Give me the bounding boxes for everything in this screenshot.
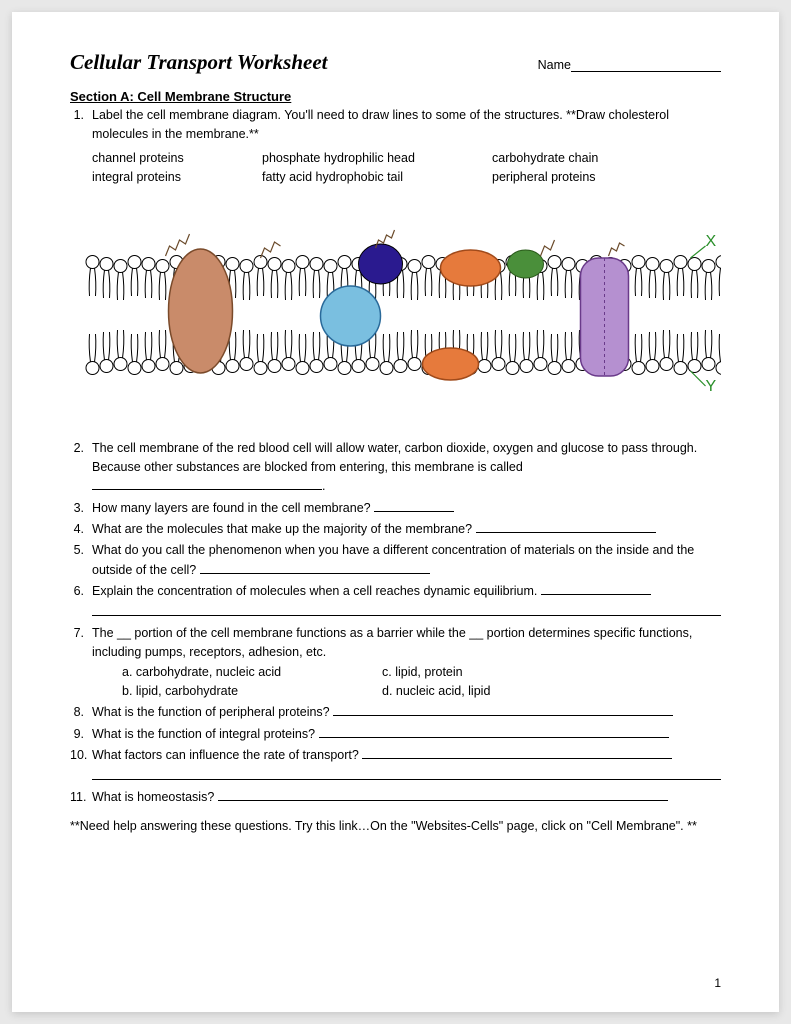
term-grid: channel proteins phosphate hydrophilic h… [92, 149, 721, 188]
q2-text: The cell membrane of the red blood cell … [92, 441, 697, 474]
q7-text: The __ portion of the cell membrane func… [92, 626, 692, 659]
term: integral proteins [92, 168, 262, 187]
term: peripheral proteins [492, 168, 721, 187]
blank[interactable] [92, 489, 322, 490]
blank[interactable] [92, 602, 721, 616]
question-4: 4. What are the molecules that make up t… [70, 520, 721, 539]
term: carbohydrate chain [492, 149, 721, 168]
membrane-diagram: X Y [70, 216, 721, 406]
choice-c: c. lipid, protein [382, 663, 721, 682]
question-10: 10. What factors can influence the rate … [70, 746, 721, 786]
q2-tail: . [322, 479, 325, 493]
q-num: 6. [70, 582, 92, 622]
choice-b: b. lipid, carbohydrate [122, 682, 382, 701]
q-num: 2. [70, 439, 92, 497]
worksheet-page: Cellular Transport Worksheet Name Sectio… [12, 12, 779, 1012]
q4-text: What are the molecules that make up the … [92, 522, 476, 536]
q3-text: How many layers are found in the cell me… [92, 501, 374, 515]
blank[interactable] [362, 758, 672, 759]
term: phosphate hydrophilic head [262, 149, 492, 168]
name-blank[interactable] [571, 71, 721, 72]
q-num: 1. [70, 106, 92, 188]
question-6: 6. Explain the concentration of molecule… [70, 582, 721, 622]
q1-text: Label the cell membrane diagram. You'll … [92, 108, 669, 141]
q10-text: What factors can influence the rate of t… [92, 748, 362, 762]
blank[interactable] [476, 532, 656, 533]
label-x: X [706, 233, 717, 250]
blank[interactable] [218, 800, 668, 801]
choice-a: a. carbohydrate, nucleic acid [122, 663, 382, 682]
blank[interactable] [200, 573, 430, 574]
question-list: 1. Label the cell membrane diagram. You'… [70, 106, 721, 807]
term: fatty acid hydrophobic tail [262, 168, 492, 187]
q8-text: What is the function of peripheral prote… [92, 705, 333, 719]
name-label: Name [538, 58, 571, 72]
name-field: Name [538, 58, 721, 72]
hint-text: **Need help answering these questions. T… [70, 817, 721, 836]
question-11: 11. What is homeostasis? [70, 788, 721, 807]
q-body: The cell membrane of the red blood cell … [92, 439, 721, 497]
header: Cellular Transport Worksheet Name [70, 50, 721, 75]
q-num: 4. [70, 520, 92, 539]
term: channel proteins [92, 149, 262, 168]
blank[interactable] [541, 594, 651, 595]
q5-text: What do you call the phenomenon when you… [92, 543, 694, 576]
q-num: 9. [70, 725, 92, 744]
blank[interactable] [92, 766, 721, 780]
q-num: 8. [70, 703, 92, 722]
q-num: 5. [70, 541, 92, 580]
label-y: Y [706, 378, 717, 395]
question-7: 7. The __ portion of the cell membrane f… [70, 624, 721, 702]
q6-text: Explain the concentration of molecules w… [92, 584, 541, 598]
blank[interactable] [319, 737, 669, 738]
q-num: 7. [70, 624, 92, 702]
q9-text: What is the function of integral protein… [92, 727, 319, 741]
section-a-title: Section A: Cell Membrane Structure [70, 89, 721, 104]
worksheet-title: Cellular Transport Worksheet [70, 50, 328, 75]
q-num: 11. [70, 788, 92, 807]
question-5: 5. What do you call the phenomenon when … [70, 541, 721, 580]
question-3: 3. How many layers are found in the cell… [70, 499, 721, 518]
question-1: 1. Label the cell membrane diagram. You'… [70, 106, 721, 188]
q7-choices: a. carbohydrate, nucleic acid c. lipid, … [92, 663, 721, 702]
question-2: 2. The cell membrane of the red blood ce… [70, 439, 721, 497]
q-body: Label the cell membrane diagram. You'll … [92, 106, 721, 188]
q11-text: What is homeostasis? [92, 790, 218, 804]
page-number: 1 [714, 976, 721, 990]
blank[interactable] [374, 511, 454, 512]
question-9: 9. What is the function of integral prot… [70, 725, 721, 744]
q-num: 3. [70, 499, 92, 518]
question-8: 8. What is the function of peripheral pr… [70, 703, 721, 722]
choice-d: d. nucleic acid, lipid [382, 682, 721, 701]
q-num: 10. [70, 746, 92, 786]
blank[interactable] [333, 715, 673, 716]
